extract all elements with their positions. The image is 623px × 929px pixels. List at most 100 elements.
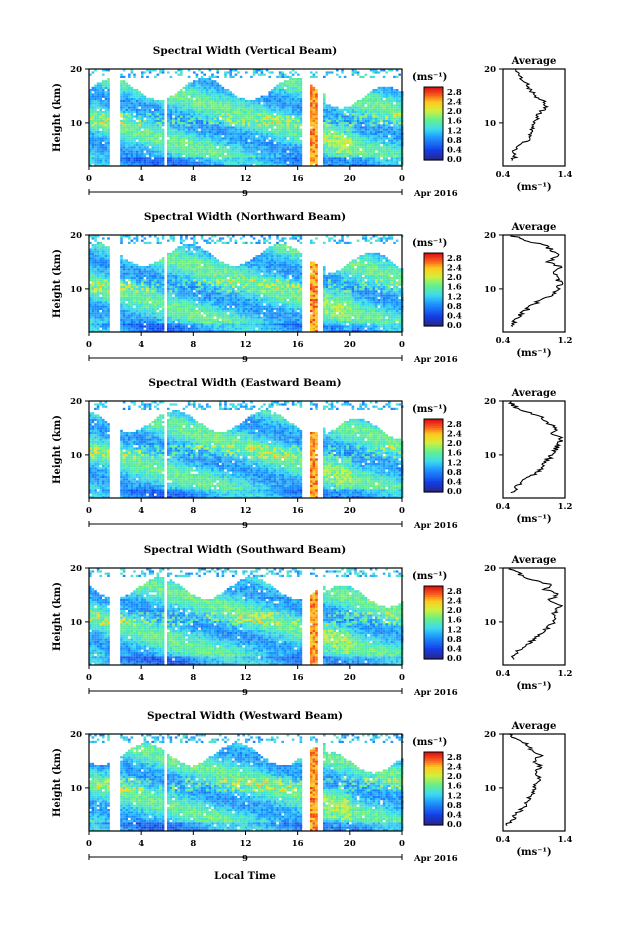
heatmap-cell <box>255 108 258 111</box>
heatmap-cell <box>294 104 297 107</box>
heatmap-cell <box>187 69 191 72</box>
heatmap-cell <box>156 102 160 105</box>
heatmap-cell <box>356 144 360 147</box>
heatmap-cell <box>154 266 157 269</box>
heatmap-cell <box>276 159 279 162</box>
heatmap-cell <box>190 89 193 92</box>
heatmap-cell <box>372 95 375 98</box>
heatmap-cell <box>310 150 313 153</box>
heatmap-cell <box>380 86 383 89</box>
heatmap-cell <box>198 97 201 100</box>
heatmap-cell <box>174 303 178 306</box>
heatmap-cell <box>169 104 173 107</box>
heatmap-cell <box>172 161 175 164</box>
heatmap-cell <box>263 104 266 107</box>
heatmap-cell <box>268 124 271 127</box>
heatmap-cell <box>247 115 251 118</box>
heatmap-cell <box>336 163 339 166</box>
heatmap-cell <box>239 100 243 103</box>
heatmap-cell <box>237 155 240 158</box>
heatmap-cell <box>193 119 196 122</box>
heatmap-cell <box>104 122 108 125</box>
heatmap-cell <box>208 95 212 98</box>
heatmap-cell <box>167 108 170 111</box>
y-tick-label: 20 <box>70 65 82 75</box>
heatmap-cell <box>362 126 365 129</box>
heatmap-cell <box>187 89 191 92</box>
heatmap-cell <box>133 141 136 144</box>
heatmap-cell <box>234 117 238 120</box>
heatmap-cell <box>148 235 152 238</box>
heatmap-cell <box>359 141 362 144</box>
heatmap-cell <box>333 115 336 118</box>
heatmap-cell <box>333 119 336 122</box>
heatmap-cell <box>156 124 160 127</box>
heatmap-cell <box>276 100 279 103</box>
heatmap-cell <box>216 135 219 138</box>
heatmap-cell <box>203 139 206 142</box>
heatmap-cell <box>226 126 230 129</box>
heatmap-cell <box>268 100 271 103</box>
heatmap-cell <box>299 119 303 122</box>
heatmap-cell <box>388 100 391 103</box>
heatmap-cell <box>187 104 191 107</box>
heatmap-cell <box>99 113 102 116</box>
heatmap-cell <box>346 152 349 155</box>
heatmap-cell <box>263 139 266 142</box>
heatmap-cell <box>128 117 131 120</box>
heatmap-cell <box>224 139 227 142</box>
heatmap-cell <box>99 241 102 244</box>
heatmap-cell <box>336 113 339 116</box>
heatmap-cell <box>281 141 284 144</box>
heatmap-cell <box>185 95 188 98</box>
heatmap-cell <box>167 274 170 277</box>
heatmap-cell <box>151 288 154 291</box>
colorbar-swatch <box>424 88 443 92</box>
heatmap-cell <box>229 144 232 147</box>
heatmap-cell <box>362 122 365 125</box>
heatmap-cell <box>203 137 206 140</box>
heatmap-cell <box>154 163 157 166</box>
heatmap-cell <box>252 124 256 127</box>
heatmap-cell <box>232 161 235 164</box>
heatmap-cell <box>294 155 297 158</box>
heatmap-cell <box>346 163 349 166</box>
heatmap-cell <box>247 106 251 109</box>
heatmap-cell <box>167 314 170 317</box>
heatmap-cell <box>362 106 365 109</box>
heatmap-cell <box>133 135 136 138</box>
heatmap-cell <box>346 128 349 131</box>
heatmap-cell <box>182 130 186 133</box>
heatmap-cell <box>336 108 339 111</box>
heatmap-cell <box>167 106 170 109</box>
heatmap-cell <box>138 135 141 138</box>
heatmap-cell <box>156 318 160 321</box>
heatmap-cell <box>346 137 349 140</box>
heatmap-cell <box>122 321 126 324</box>
heatmap-cell <box>377 91 381 94</box>
heatmap-cell <box>294 97 297 100</box>
heatmap-cell <box>102 161 105 164</box>
heatmap-cell <box>89 241 92 244</box>
heatmap-cell <box>94 111 97 114</box>
heatmap-cell <box>297 150 300 153</box>
heatmap-cell <box>206 86 209 89</box>
heatmap-cell <box>271 135 274 138</box>
heatmap-cell <box>130 97 134 100</box>
heatmap-cell <box>120 161 123 164</box>
heatmap-cell <box>91 117 95 120</box>
heatmap-cell <box>151 126 154 129</box>
heatmap-cell <box>351 144 355 147</box>
heatmap-cell <box>125 113 128 116</box>
heatmap-cell <box>206 84 209 87</box>
heatmap-cell <box>247 135 251 138</box>
heatmap-cell <box>169 122 173 125</box>
heatmap-cell <box>250 102 253 105</box>
heatmap-cell <box>125 128 128 131</box>
heatmap-cell <box>141 323 144 326</box>
heatmap-cell <box>104 97 108 100</box>
heatmap-cell <box>362 128 365 131</box>
heatmap-cell <box>372 100 375 103</box>
heatmap-cell <box>200 146 204 149</box>
y-axis-label: Height (km) <box>52 83 63 152</box>
